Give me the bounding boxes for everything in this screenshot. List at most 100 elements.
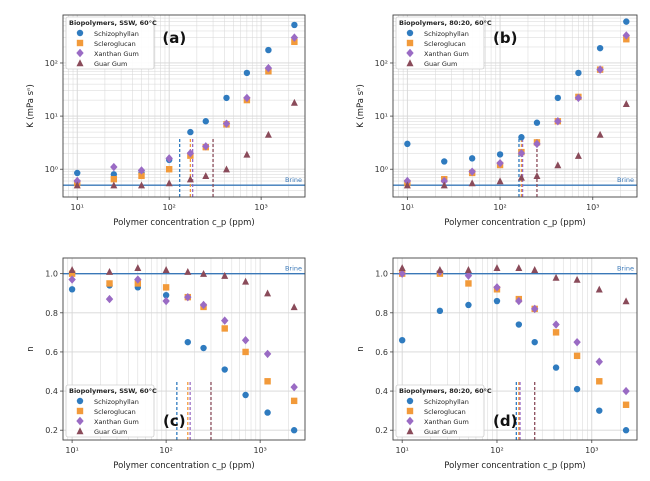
legend-entry: Scleroglucan: [424, 40, 466, 48]
x-tick-label: 10²: [493, 203, 506, 212]
data-point: [184, 267, 192, 275]
data-point: [221, 366, 228, 373]
legend-marker: [406, 29, 414, 37]
series-xanthan-gum: [403, 31, 631, 186]
series-guar-gum: [403, 100, 630, 189]
data-point: [243, 93, 251, 103]
data-point: [162, 291, 170, 299]
data-point: [134, 264, 142, 271]
legend-marker: [406, 397, 414, 405]
y-tick-label: 0.6: [375, 348, 388, 357]
y-axis-label: n: [26, 346, 36, 351]
x-tick-label: 10²: [162, 203, 175, 212]
data-point: [574, 151, 582, 159]
data-point: [200, 269, 208, 277]
y-tick-label: 10²: [375, 59, 388, 68]
x-tick-label: 10²: [159, 446, 172, 455]
legend-entry: Guar Gum: [94, 60, 127, 68]
data-point: [496, 151, 504, 158]
data-point: [398, 269, 406, 278]
data-point: [440, 181, 448, 189]
y-tick-label: 10¹: [45, 112, 58, 121]
data-point: [165, 166, 173, 173]
data-point: [68, 286, 76, 293]
data-point: [184, 292, 192, 302]
legend-box: [395, 16, 485, 70]
data-point: [595, 357, 603, 366]
data-point: [290, 303, 298, 311]
data-point: [290, 33, 299, 42]
data-point: [596, 65, 604, 74]
x-tick-label: 10³: [586, 203, 599, 212]
data-point: [552, 364, 560, 371]
data-point: [468, 167, 476, 176]
legend-marker: [76, 29, 84, 37]
data-point: [533, 172, 541, 180]
legend-title: Biopolymers, SSW, 60°C: [69, 387, 157, 395]
series-schizophyllan: [398, 297, 630, 434]
brine-label: Brine: [617, 176, 634, 184]
data-point: [291, 21, 298, 29]
data-point: [290, 382, 298, 392]
legend-marker: [76, 39, 84, 47]
y-axis-label: K (mPa sⁿ): [356, 84, 366, 128]
x-tick-label: 10¹: [395, 446, 408, 455]
data-point: [517, 149, 526, 158]
brine-label: Brine: [617, 265, 634, 273]
data-point: [222, 119, 231, 128]
data-point: [202, 118, 209, 125]
data-point: [531, 338, 538, 346]
panel-label: (b): [493, 29, 517, 47]
legend-entry: Guar Gum: [94, 428, 127, 436]
data-point: [290, 397, 298, 405]
data-point: [552, 273, 560, 281]
x-axis-label: Polymer concentration c_p (ppm): [113, 218, 254, 228]
data-point: [202, 172, 210, 180]
plot-frame: [62, 257, 306, 441]
data-point: [596, 44, 604, 52]
legend-entry: Schizophyllan: [94, 398, 139, 406]
x-axis-label: Polymer concentration c_p (ppm): [113, 461, 254, 471]
legend-marker: [406, 427, 414, 435]
data-point: [263, 349, 272, 359]
y-tick-label: 0.4: [375, 387, 388, 396]
legend-entry: Xanthan Gum: [94, 418, 139, 426]
x-tick-label: 10²: [490, 446, 503, 455]
y-tick-label: 0.2: [375, 426, 388, 435]
legend-marker: [406, 59, 414, 67]
data-point: [573, 337, 581, 347]
data-point: [531, 304, 539, 314]
data-point: [554, 161, 562, 169]
y-tick-label: 10²: [45, 59, 58, 68]
data-point: [574, 93, 583, 103]
data-point: [162, 296, 170, 306]
data-point: [242, 348, 249, 356]
data-point: [162, 266, 170, 273]
data-point: [622, 427, 630, 434]
data-point: [436, 307, 444, 315]
legend-title: Biopolymers, 80:20, 60°C: [399, 19, 492, 27]
data-point: [165, 179, 173, 187]
data-point: [464, 271, 473, 280]
y-tick-label: 0.8: [45, 309, 58, 318]
data-point: [165, 154, 173, 163]
legend: Biopolymers, SSW, 60°C Schizophyllan Scler…: [65, 16, 157, 70]
data-point: [518, 134, 525, 141]
data-point: [138, 172, 145, 180]
data-point: [493, 264, 501, 271]
legend: Biopolymers, 80:20, 60°C Schizophyllan Scl…: [395, 16, 492, 70]
legend-marker: [406, 416, 414, 426]
data-point: [552, 329, 560, 336]
data-point: [243, 69, 251, 77]
x-tick-label: 10³: [585, 446, 598, 455]
legend-entry: Xanthan Gum: [424, 50, 469, 58]
data-point: [403, 181, 411, 189]
legend-entry: Scleroglucan: [424, 408, 466, 416]
legend-entry: Schizophyllan: [424, 398, 469, 406]
data-point: [74, 169, 81, 177]
legend-entry: Schizophyllan: [94, 30, 139, 38]
data-point: [68, 270, 76, 277]
legend-entry: Xanthan Gum: [424, 418, 469, 426]
data-point: [200, 344, 207, 352]
data-point: [264, 130, 272, 138]
